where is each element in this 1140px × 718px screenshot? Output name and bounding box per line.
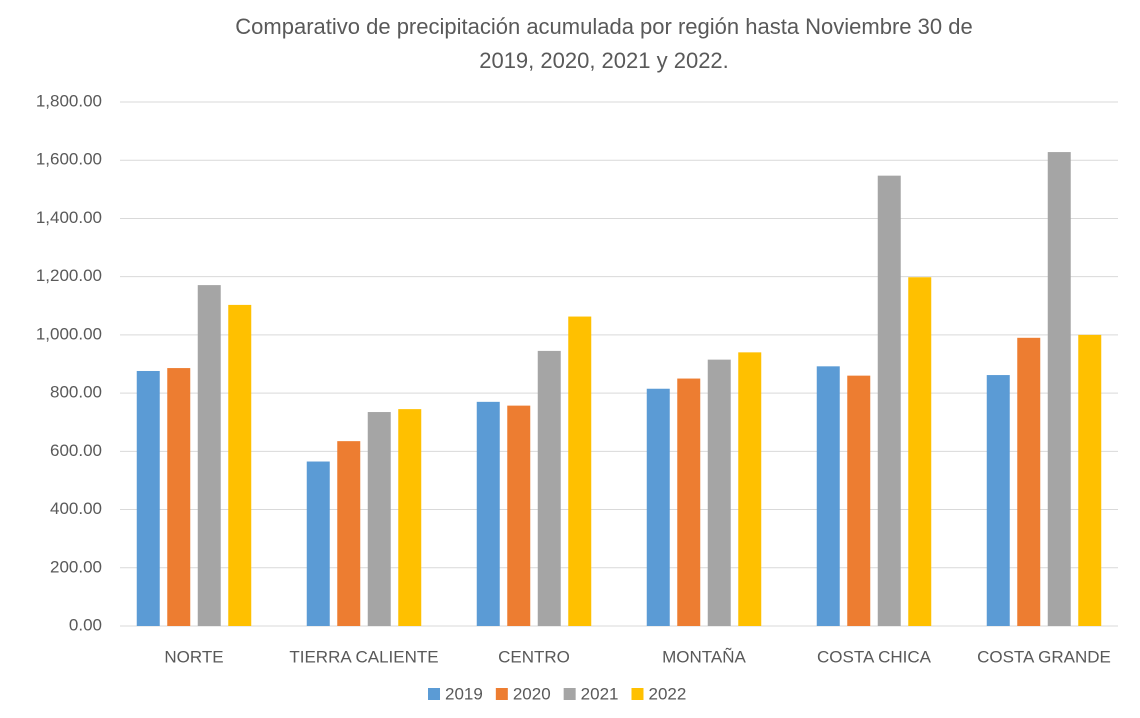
legend-swatch — [563, 688, 576, 700]
bar — [1047, 152, 1071, 626]
bar — [136, 370, 160, 626]
bar — [816, 366, 840, 626]
y-tick-label: 1,600.00 — [36, 150, 102, 169]
bar — [677, 378, 701, 626]
bar — [908, 277, 932, 626]
bar — [707, 359, 731, 626]
x-tick-label: COSTA CHICA — [817, 647, 932, 666]
x-tick-label: CENTRO — [498, 647, 570, 666]
bar — [337, 441, 361, 626]
bar — [228, 304, 252, 626]
bar — [568, 316, 592, 626]
bar — [167, 368, 191, 626]
bar — [537, 350, 561, 626]
bar — [398, 409, 422, 626]
bar — [476, 401, 500, 626]
bar — [367, 412, 391, 626]
bar — [646, 388, 670, 626]
y-tick-label: 1,800.00 — [36, 91, 102, 110]
y-tick-label: 0.00 — [69, 615, 102, 634]
y-tick-label: 600.00 — [50, 441, 102, 460]
legend-label: 2019 — [445, 684, 483, 703]
bar — [197, 285, 221, 626]
y-tick-label: 800.00 — [50, 383, 102, 402]
legend-swatch — [631, 688, 644, 700]
legend-swatch — [428, 688, 440, 700]
chart-title: Comparativo de precipitación acumulada p… — [235, 14, 973, 73]
bar — [877, 175, 901, 626]
x-tick-label: MONTAÑA — [662, 647, 746, 666]
y-tick-label: 200.00 — [50, 557, 102, 576]
legend-label: 2022 — [648, 684, 686, 703]
x-tick-label: COSTA GRANDE — [977, 647, 1111, 666]
legend-label: 2020 — [513, 684, 551, 703]
bar — [1017, 337, 1041, 626]
bar — [847, 375, 871, 626]
y-tick-label: 1,200.00 — [36, 266, 102, 285]
bar — [738, 352, 762, 626]
bar — [986, 375, 1010, 626]
bar — [306, 461, 330, 626]
x-tick-label: TIERRA CALIENTE — [289, 647, 438, 666]
y-tick-label: 1,400.00 — [36, 208, 102, 227]
bar — [1078, 334, 1102, 626]
y-tick-label: 400.00 — [50, 499, 102, 518]
y-tick-label: 1,000.00 — [36, 324, 102, 343]
bar — [507, 405, 531, 626]
legend-label: 2021 — [581, 684, 619, 703]
legend-swatch — [495, 688, 508, 700]
x-tick-label: NORTE — [164, 647, 223, 666]
